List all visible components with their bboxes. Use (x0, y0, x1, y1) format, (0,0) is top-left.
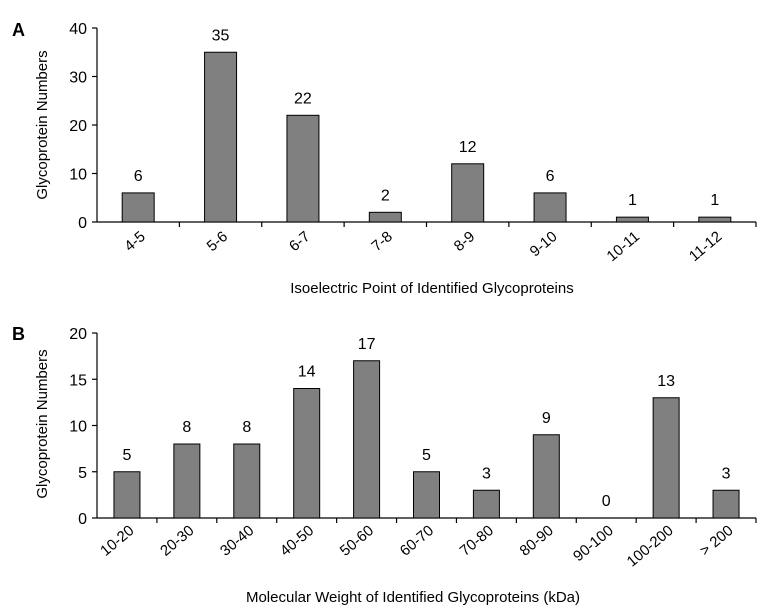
bar (233, 443, 261, 519)
data-label: 1 (628, 192, 637, 209)
y-tick-label: 5 (78, 465, 87, 482)
x-tick-label: 50-60 (337, 522, 377, 560)
y-tick-label: 10 (69, 419, 87, 436)
bar (293, 388, 321, 519)
x-tick-label: 6-7 (286, 228, 314, 255)
x-tick-label: 40-50 (277, 522, 317, 560)
data-label: 5 (422, 447, 431, 464)
bar (615, 216, 649, 223)
panel-label: B (12, 324, 25, 344)
data-label: 14 (298, 364, 316, 381)
y-tick-label: 0 (78, 215, 87, 232)
data-label: 13 (657, 373, 675, 390)
x-tick-label: 10-20 (97, 522, 137, 560)
bar (533, 192, 567, 223)
data-label: 0 (602, 493, 611, 510)
x-tick-label: 90-100 (570, 522, 617, 565)
bar (173, 443, 201, 519)
data-label: 5 (123, 447, 132, 464)
x-tick-label: 4-5 (121, 228, 149, 255)
data-label: 6 (134, 168, 143, 185)
y-tick-label: 20 (69, 118, 87, 135)
data-label: 9 (542, 410, 551, 427)
panel-label: A (12, 20, 25, 40)
y-axis-title: Glycoprotein Numbers (34, 349, 51, 498)
data-label: 35 (212, 27, 230, 44)
data-label: 8 (242, 419, 251, 436)
x-tick-label: 20-30 (157, 522, 197, 560)
x-tick-label: > 200 (697, 522, 737, 559)
data-label: 12 (459, 139, 477, 156)
x-tick-label: 10-11 (604, 228, 643, 265)
x-tick-label: 11-12 (686, 228, 725, 265)
x-tick-label: 80-90 (517, 522, 557, 560)
data-label: 8 (182, 419, 191, 436)
x-tick-label: 7-8 (368, 228, 396, 255)
y-tick-label: 0 (78, 511, 87, 528)
x-tick-label: 30-40 (217, 522, 257, 560)
bar (204, 51, 238, 223)
bar (712, 489, 740, 519)
y-tick-label: 30 (69, 70, 87, 87)
x-axis-title: Molecular Weight of Identified Glycoprot… (246, 589, 580, 606)
data-label: 6 (546, 168, 555, 185)
data-label: 3 (482, 465, 491, 482)
bar (652, 397, 680, 519)
data-label: 22 (294, 90, 312, 107)
panel-b: B Glycoprotein Numbers 0 5 10 15 20 5 10-20 8 20-3… (12, 324, 757, 606)
bar (698, 216, 732, 223)
data-label: 17 (358, 336, 376, 353)
bar (113, 471, 141, 519)
bar (121, 192, 155, 223)
x-tick-label: 8-9 (451, 228, 479, 255)
panel-a: A Glycoprotein Numbers 0 10 20 30 40 6 4-5 35 5-6 2… (12, 20, 757, 297)
bar (286, 114, 320, 223)
bar (532, 434, 560, 519)
x-tick-label: 100-200 (624, 522, 677, 570)
x-tick-label: 5-6 (204, 228, 232, 255)
x-tick-label: 60-70 (397, 522, 437, 560)
bar (413, 471, 440, 519)
data-label: 2 (381, 187, 390, 204)
data-label: 3 (722, 465, 731, 482)
x-tick-label: 70-80 (457, 522, 497, 560)
y-tick-label: 40 (69, 21, 87, 38)
bar (451, 163, 485, 223)
y-tick-label: 10 (69, 167, 87, 184)
bar (472, 489, 500, 519)
x-axis-title: Isoelectric Point of Identified Glycopro… (290, 280, 573, 297)
x-tick-label: 9-10 (527, 228, 561, 260)
y-tick-label: 20 (69, 326, 87, 343)
y-tick-label: 15 (69, 372, 87, 389)
data-label: 1 (710, 192, 719, 209)
y-axis-title: Glycoprotein Numbers (34, 50, 51, 199)
bar (368, 211, 402, 223)
bar (353, 360, 381, 519)
